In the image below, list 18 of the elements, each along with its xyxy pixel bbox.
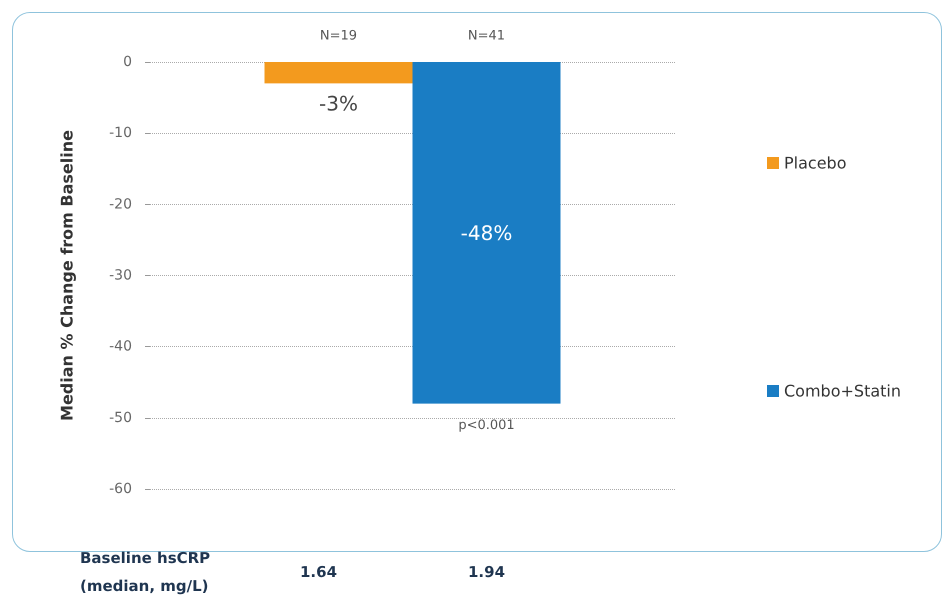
y-tick-label: -30	[109, 268, 132, 284]
y-tick-label: -50	[109, 410, 132, 426]
data-label: -48%	[460, 220, 512, 245]
y-tick-label: -60	[109, 481, 132, 497]
y-tick-label: 0	[123, 54, 132, 70]
annotation: p<0.001	[458, 418, 515, 434]
y-axis-title: Median % Change from Baseline	[58, 130, 76, 421]
text: N=41	[468, 28, 506, 44]
data-label: -3%	[319, 91, 358, 116]
y-tick-label: -20	[109, 196, 132, 212]
text: 1.64	[300, 563, 338, 581]
text: Baseline hsCRP (median, mg/L)	[80, 549, 210, 595]
text: N=19	[320, 28, 358, 44]
y-tick-label: -10	[109, 125, 132, 142]
y-tick-label: -40	[109, 338, 132, 355]
legend-label: Combo+Statin	[784, 382, 902, 400]
legend-label: Placebo	[784, 154, 846, 172]
text: 1.94	[468, 563, 506, 581]
